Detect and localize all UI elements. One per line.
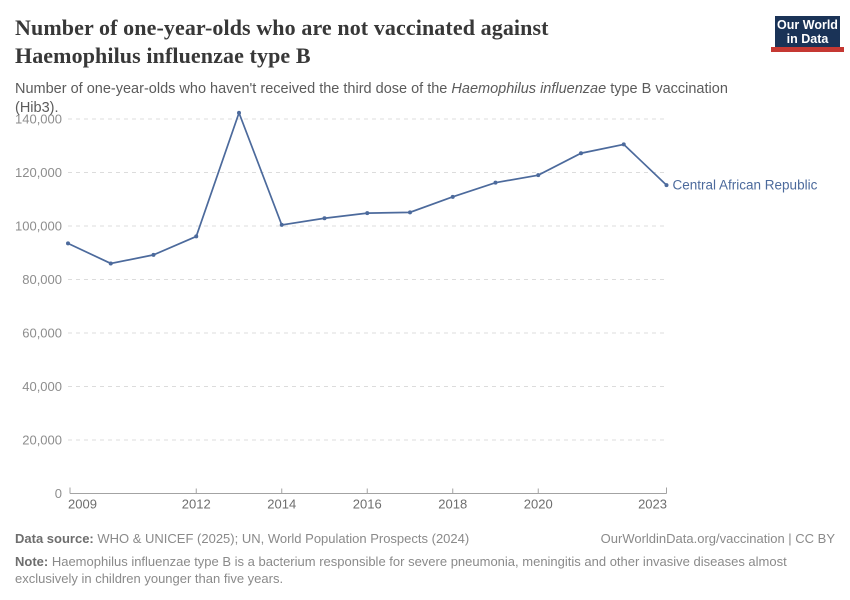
- note-label: Note:: [15, 554, 49, 569]
- data-point: [279, 222, 284, 227]
- page-title-line2: Haemophilus influenzae type B: [15, 43, 311, 68]
- data-point: [365, 211, 370, 216]
- y-axis-tick-label: 120,000: [15, 165, 62, 180]
- y-axis-tick-label: 80,000: [22, 272, 62, 287]
- chart-footer: Data source: WHO & UNICEF (2025); UN, Wo…: [15, 530, 835, 587]
- data-point: [194, 234, 199, 239]
- data-point: [66, 241, 70, 246]
- y-axis-tick-label: 60,000: [22, 326, 62, 341]
- data-source-label: Data source:: [15, 531, 94, 546]
- owid-logo-box: Our World in Data: [775, 16, 840, 47]
- entity-label[interactable]: Central African Republic: [673, 178, 818, 193]
- page-title-line1: Number of one-year-olds who are not vacc…: [15, 15, 549, 40]
- data-point: [493, 180, 498, 185]
- owid-logo-line1: Our World: [777, 17, 838, 32]
- data-point: [621, 142, 626, 147]
- data-point: [664, 183, 669, 188]
- data-point: [536, 173, 541, 178]
- chart-header: Number of one-year-olds who are not vacc…: [15, 14, 755, 118]
- x-axis-tick-label: 2018: [438, 497, 467, 512]
- x-axis-tick-label: 2016: [353, 497, 382, 512]
- data-point: [237, 110, 241, 115]
- data-source-value: WHO & UNICEF (2025); UN, World Populatio…: [93, 531, 470, 546]
- data-point: [408, 210, 412, 215]
- data-point: [108, 261, 113, 266]
- data-source-text: Data source: WHO & UNICEF (2025); UN, Wo…: [15, 530, 469, 547]
- y-axis-tick-label: 100,000: [15, 219, 62, 234]
- y-axis-tick-label: 0: [55, 486, 62, 501]
- x-axis-tick-label: 2023: [638, 497, 667, 512]
- data-point: [450, 194, 455, 199]
- x-axis-tick-label: 2014: [267, 497, 296, 512]
- subtitle-italic-text: Haemophilus influenzae: [451, 81, 607, 97]
- source-row: Data source: WHO & UNICEF (2025); UN, Wo…: [15, 530, 835, 547]
- trend-line: [67, 110, 668, 265]
- data-point: [322, 216, 327, 221]
- data-point: [579, 151, 583, 156]
- subtitle-text-end: type B vaccination (Hib3).: [15, 81, 728, 116]
- y-axis-tick-label: 140,000: [15, 112, 62, 127]
- subtitle-text: Number of one-year-olds who haven't rece…: [15, 81, 452, 97]
- x-axis-tick-label: 2012: [182, 497, 211, 512]
- owid-logo-red-bar: [771, 47, 844, 52]
- note-text: Haemophilus influenzae type B is a bacte…: [15, 554, 787, 586]
- x-axis-tick-label: 2009: [68, 497, 97, 512]
- owid-logo[interactable]: Our World in Data: [771, 16, 844, 52]
- chart-subtitle: Number of one-year-olds who haven't rece…: [15, 80, 755, 118]
- owid-logo-line2: in Data: [786, 31, 829, 46]
- y-axis-tick-label: 20,000: [22, 433, 62, 448]
- y-axis-tick-label: 40,000: [22, 379, 62, 394]
- x-axis-tick-label: 2020: [524, 497, 553, 512]
- owid-license-link[interactable]: OurWorldinData.org/vaccination | CC BY: [600, 531, 835, 546]
- note-row: Note: Haemophilus influenzae type B is a…: [15, 553, 797, 587]
- data-point: [151, 252, 156, 257]
